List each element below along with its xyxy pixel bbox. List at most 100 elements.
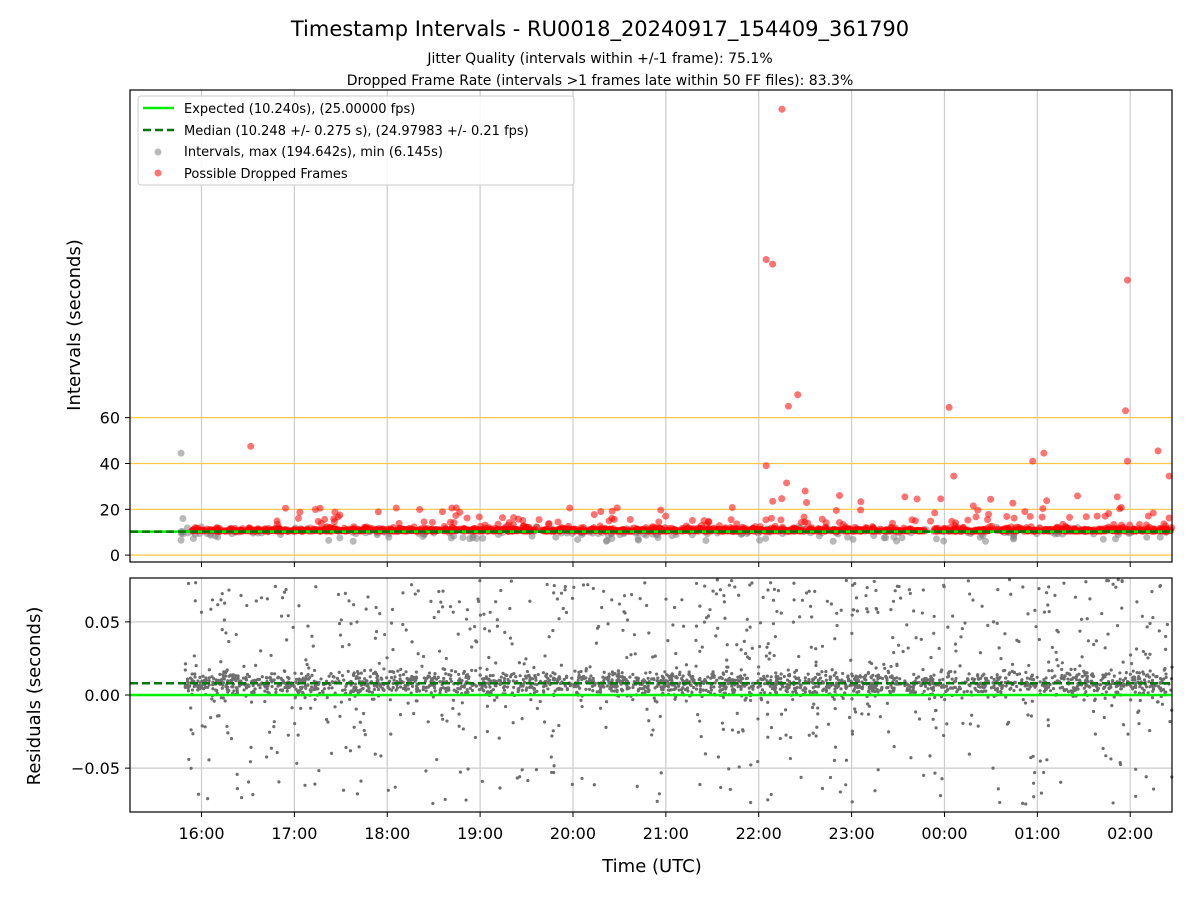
residual-point — [986, 679, 990, 683]
residual-point — [303, 783, 307, 787]
residual-point — [996, 787, 1000, 791]
residual-point — [434, 677, 439, 681]
residual-point — [418, 689, 422, 693]
residual-point — [441, 717, 445, 721]
residual-point — [524, 676, 528, 680]
residual-point — [505, 685, 510, 689]
residual-point — [1024, 802, 1028, 806]
residual-point — [448, 677, 453, 681]
residual-point — [251, 684, 255, 688]
residual-point — [800, 598, 805, 602]
residual-point — [309, 706, 313, 710]
residual-point — [996, 676, 1000, 681]
residual-point — [1021, 801, 1025, 805]
residual-point — [1003, 632, 1007, 636]
residual-point — [426, 720, 430, 724]
residual-point — [791, 690, 795, 694]
residual-point — [586, 583, 590, 587]
residual-point — [771, 598, 776, 602]
dropped-frame-point — [296, 508, 304, 516]
residual-point — [474, 639, 478, 643]
residual-point — [1062, 581, 1066, 585]
residual-point — [352, 725, 356, 729]
residual-point — [274, 687, 278, 691]
residual-point — [808, 689, 812, 694]
residual-point — [731, 690, 735, 694]
residual-point — [725, 643, 729, 647]
residual-point — [210, 598, 215, 602]
residual-point — [716, 626, 720, 630]
residual-point — [457, 600, 461, 604]
residual-point — [1120, 579, 1124, 583]
residual-point — [337, 622, 342, 626]
residual-point — [820, 786, 825, 791]
residual-point — [667, 688, 672, 692]
residual-point — [835, 611, 839, 615]
residual-point — [1151, 689, 1155, 693]
residual-point — [336, 592, 341, 597]
residual-point — [961, 721, 965, 725]
residual-point — [516, 690, 520, 694]
residual-point — [744, 696, 748, 700]
dropped-frame-point — [889, 519, 897, 527]
residual-point — [281, 679, 285, 683]
residual-point — [921, 588, 925, 592]
residual-point — [1098, 682, 1102, 687]
residual-point — [847, 679, 851, 683]
residual-point — [1134, 794, 1138, 798]
residual-point — [830, 668, 834, 672]
residual-point — [711, 589, 715, 593]
residual-point — [1106, 579, 1111, 583]
interval-point — [762, 534, 770, 542]
residual-point — [366, 684, 370, 688]
residual-point — [919, 637, 923, 641]
residual-point — [803, 690, 807, 694]
residual-point — [851, 608, 855, 612]
residual-point — [1110, 679, 1115, 683]
residual-point — [1140, 686, 1144, 690]
residual-point — [1128, 653, 1133, 657]
residual-point — [260, 675, 264, 679]
residual-point — [477, 687, 482, 692]
residual-point — [420, 664, 424, 668]
residual-point — [308, 688, 312, 692]
residual-point — [1142, 672, 1146, 676]
residual-point — [440, 713, 444, 717]
residual-point — [791, 620, 796, 624]
residual-point — [424, 769, 428, 773]
residual-point — [928, 754, 932, 758]
residual-point — [839, 608, 843, 612]
residual-point — [745, 617, 749, 621]
residual-point — [502, 684, 507, 689]
residual-point — [866, 670, 870, 675]
residual-point — [743, 673, 747, 677]
residual-point — [1134, 767, 1138, 771]
dropped-frame-point — [952, 519, 960, 527]
residual-point — [829, 602, 834, 606]
residual-point — [748, 625, 752, 629]
residual-point — [886, 685, 890, 689]
residual-point — [868, 660, 872, 664]
dropped-frame-point — [545, 520, 553, 528]
residual-point — [220, 628, 224, 632]
residual-point — [1121, 723, 1126, 727]
residual-point — [1160, 678, 1164, 682]
residual-point — [292, 684, 296, 689]
residual-point — [219, 598, 223, 602]
dropped-frame-point — [499, 514, 507, 522]
residual-point — [698, 690, 702, 694]
residual-point — [757, 644, 762, 649]
residual-point — [388, 698, 392, 702]
residual-point — [453, 670, 458, 674]
residual-point — [196, 792, 201, 796]
residual-point — [406, 679, 411, 683]
residual-point — [447, 673, 451, 677]
residual-point — [629, 653, 633, 657]
interval-point — [634, 536, 642, 544]
residual-point — [1158, 686, 1163, 690]
residual-point — [1116, 578, 1120, 582]
residual-point — [189, 766, 193, 770]
residual-point — [726, 677, 731, 681]
residual-point — [222, 677, 226, 681]
residual-point — [674, 686, 678, 690]
